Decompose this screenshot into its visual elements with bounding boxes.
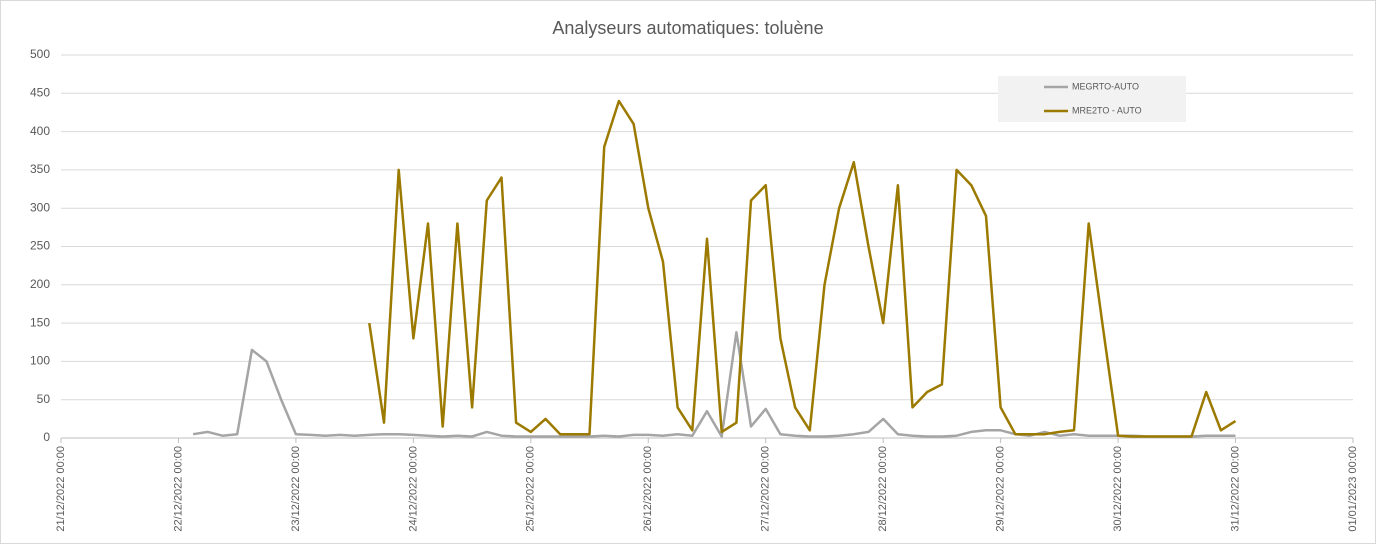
x-tick-label: 27/12/2022 00:00: [760, 446, 772, 532]
x-tick-label: 31/12/2022 00:00: [1229, 446, 1241, 532]
x-tick-label: 25/12/2022 00:00: [525, 446, 537, 532]
x-tick-label: 28/12/2022 00:00: [877, 446, 889, 532]
legend-label: MEGRTO-AUTO: [1072, 81, 1139, 91]
y-tick-label: 400: [30, 124, 50, 138]
y-tick-label: 150: [30, 315, 50, 329]
series-line: [192, 331, 1236, 438]
chart-title: Analyseurs automatiques: toluène: [552, 18, 823, 38]
y-tick-label: 450: [30, 85, 50, 99]
series-line: [368, 99, 1237, 438]
x-tick-label: 24/12/2022 00:00: [407, 446, 419, 532]
x-tick-label: 29/12/2022 00:00: [995, 446, 1007, 532]
legend-box: [998, 76, 1186, 122]
x-tick-label: 23/12/2022 00:00: [290, 446, 302, 532]
y-tick-label: 50: [37, 392, 51, 406]
legend-label: MRE2TO - AUTO: [1072, 105, 1142, 115]
legend: MEGRTO-AUTO MRE2TO - AUTO: [998, 76, 1186, 122]
y-tick-label: 100: [30, 354, 50, 368]
y-tick-label: 500: [30, 47, 50, 61]
y-tick-label: 300: [30, 200, 50, 214]
x-tick-label: 01/01/2023 00:00: [1347, 446, 1359, 532]
x-tick-label: 21/12/2022 00:00: [55, 446, 67, 532]
x-tick-label: 22/12/2022 00:00: [172, 446, 184, 532]
y-tick-label: 0: [43, 430, 50, 444]
x-tick-label: 30/12/2022 00:00: [1112, 446, 1124, 532]
y-tick-label: 250: [30, 239, 50, 253]
x-tick-label: 26/12/2022 00:00: [642, 446, 654, 532]
y-tick-label: 200: [30, 277, 50, 291]
y-tick-label: 350: [30, 162, 50, 176]
